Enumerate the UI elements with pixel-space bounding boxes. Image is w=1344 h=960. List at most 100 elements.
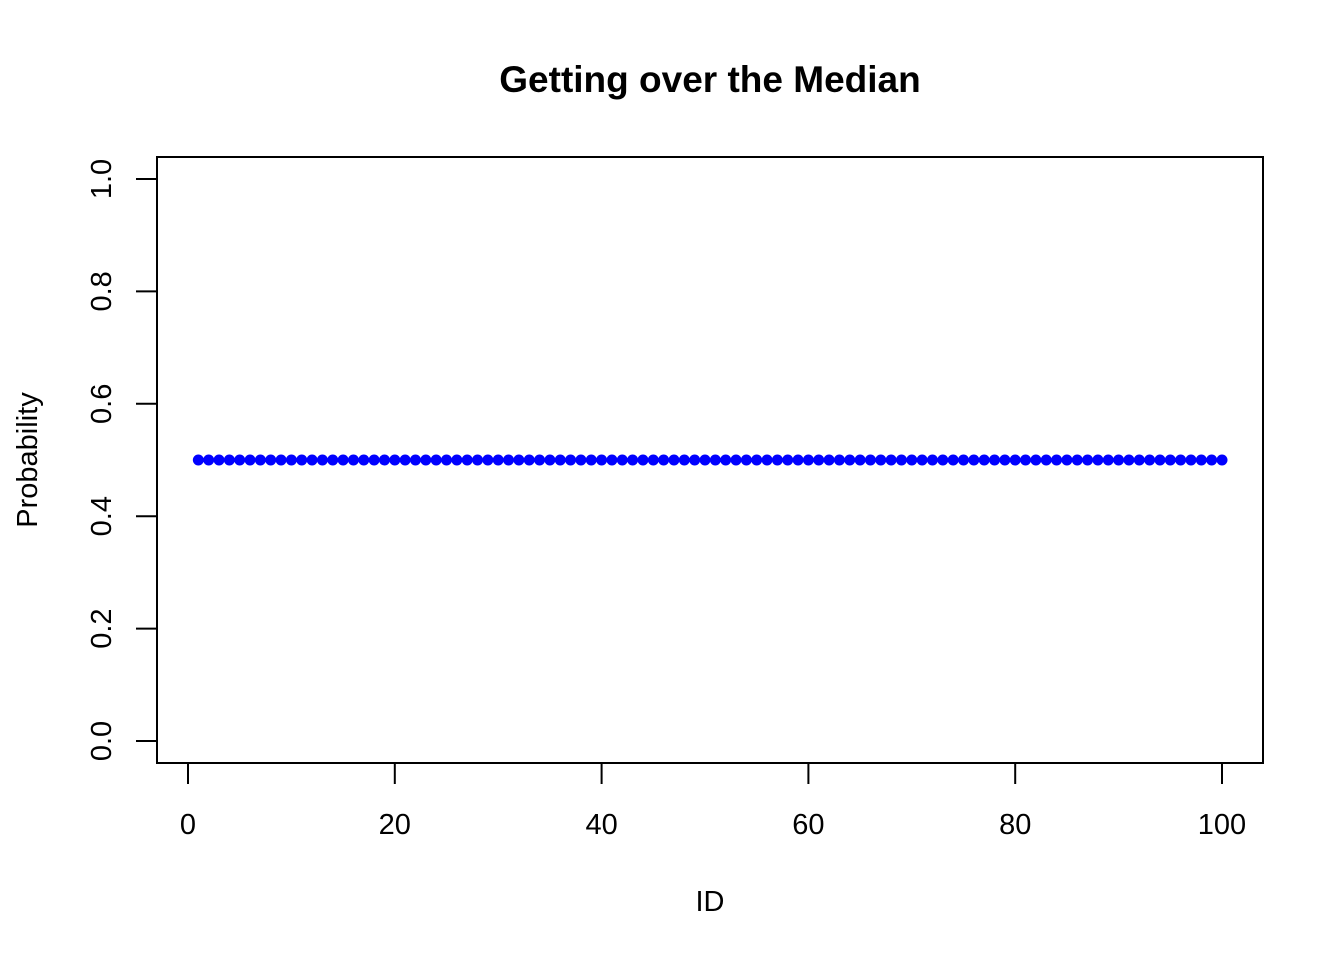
data-point: [1175, 454, 1187, 466]
data-point: [213, 454, 225, 466]
data-point: [296, 454, 308, 466]
data-point: [792, 454, 804, 466]
data-point: [565, 454, 577, 466]
data-point: [192, 454, 204, 466]
data-point: [895, 454, 907, 466]
data-point: [864, 454, 876, 466]
data-point: [316, 454, 328, 466]
x-tick-label: 80: [999, 809, 1031, 841]
data-point: [1030, 454, 1042, 466]
data-point: [989, 454, 1001, 466]
data-point: [461, 454, 473, 466]
data-point: [968, 454, 980, 466]
data-point: [606, 454, 618, 466]
data-point: [337, 454, 349, 466]
data-point: [720, 454, 732, 466]
data-point: [523, 454, 535, 466]
data-point: [1185, 454, 1197, 466]
data-point: [740, 454, 752, 466]
data-point: [813, 454, 825, 466]
data-point: [616, 454, 628, 466]
y-axis: 0.0 0.2 0.4 0.6 0.8 1.0: [86, 159, 158, 761]
data-point: [833, 454, 845, 466]
data-point: [802, 454, 814, 466]
data-point: [534, 454, 546, 466]
data-point: [958, 454, 969, 466]
y-tick-label: 1.0: [86, 159, 118, 199]
data-point: [482, 454, 494, 466]
data-point: [1020, 454, 1032, 466]
data-point: [472, 454, 484, 466]
data-point: [730, 454, 742, 466]
data-point: [285, 454, 297, 466]
data-point: [1195, 454, 1207, 466]
data-point: [503, 454, 515, 466]
data-point: [244, 454, 256, 466]
data-point: [420, 454, 432, 466]
data-point: [513, 454, 525, 466]
data-point: [885, 454, 897, 466]
data-point: [399, 454, 411, 466]
data-point: [1082, 454, 1094, 466]
data-point: [223, 454, 235, 466]
data-point: [771, 454, 783, 466]
data-point: [689, 454, 701, 466]
y-axis-label: Probability: [12, 392, 44, 528]
data-point: [844, 454, 856, 466]
data-point: [409, 454, 421, 466]
data-point: [1102, 454, 1114, 466]
data-point: [1092, 454, 1104, 466]
data-point: [782, 454, 794, 466]
data-point: [254, 454, 266, 466]
x-tick-label: 0: [180, 809, 196, 841]
data-point: [389, 454, 401, 466]
data-point: [823, 454, 835, 466]
data-point: [585, 454, 597, 466]
data-point: [451, 454, 463, 466]
data-point: [378, 454, 390, 466]
data-point: [1071, 454, 1083, 466]
data-point: [926, 454, 938, 466]
y-tick-label: 0.4: [86, 496, 118, 536]
data-point: [1144, 454, 1156, 466]
data-point: [627, 454, 639, 466]
data-point: [1123, 454, 1135, 466]
data-point: [1040, 454, 1052, 466]
data-point: [347, 454, 359, 466]
data-point: [358, 454, 370, 466]
data-point: [430, 454, 442, 466]
data-point: [709, 454, 721, 466]
data-point: [1051, 454, 1063, 466]
data-point: [751, 454, 763, 466]
y-tick-label: 0.6: [86, 384, 118, 424]
data-point: [647, 454, 659, 466]
data-point: [668, 454, 680, 466]
y-tick-label: 0.0: [86, 721, 118, 761]
data-point: [265, 454, 277, 466]
data-point: [554, 454, 566, 466]
data-point: [306, 454, 318, 466]
x-axis: 0 20 40 60 80 100: [180, 762, 1246, 841]
data-point: [1009, 454, 1021, 466]
data-point: [658, 454, 670, 466]
data-point: [1216, 454, 1228, 466]
data-point: [1154, 454, 1166, 466]
data-point: [761, 454, 773, 466]
data-point: [699, 454, 711, 466]
data-point: [1164, 454, 1176, 466]
data-point: [678, 454, 690, 466]
data-point: [906, 454, 918, 466]
data-point: [327, 454, 339, 466]
data-point: [999, 454, 1011, 466]
data-point: [544, 454, 556, 466]
chart-title: Getting over the Median: [499, 59, 920, 100]
y-tick-label: 0.8: [86, 271, 118, 311]
data-point: [875, 454, 887, 466]
data-point: [234, 454, 246, 466]
data-point: [978, 454, 990, 466]
x-axis-label: ID: [696, 886, 725, 918]
x-tick-label: 60: [792, 809, 824, 841]
data-point: [368, 454, 380, 466]
data-point: [1113, 454, 1125, 466]
